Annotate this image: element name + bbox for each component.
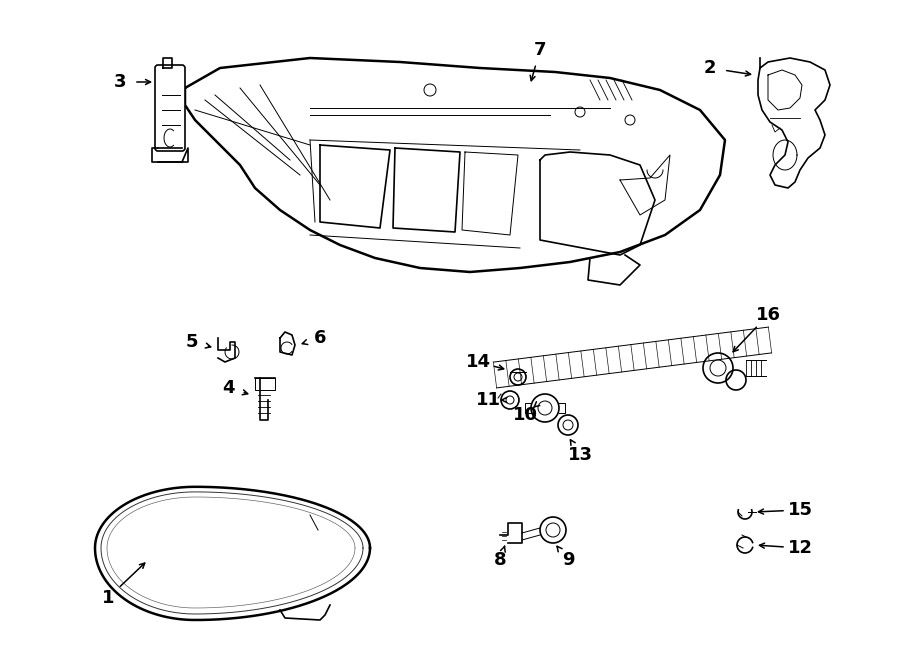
Text: 3: 3	[113, 73, 126, 91]
Text: 5: 5	[185, 333, 198, 351]
Text: 2: 2	[704, 59, 716, 77]
Text: 14: 14	[465, 353, 491, 371]
Text: 11: 11	[475, 391, 500, 409]
Text: 7: 7	[534, 41, 546, 59]
Text: 1: 1	[102, 589, 114, 607]
FancyBboxPatch shape	[155, 65, 185, 151]
Text: 12: 12	[788, 539, 813, 557]
Text: 10: 10	[512, 406, 537, 424]
Text: 6: 6	[314, 329, 326, 347]
Text: 15: 15	[788, 501, 813, 519]
Text: 9: 9	[562, 551, 574, 569]
Text: 4: 4	[221, 379, 234, 397]
Text: 8: 8	[494, 551, 507, 569]
Text: 16: 16	[755, 306, 780, 324]
Text: 13: 13	[568, 446, 592, 464]
